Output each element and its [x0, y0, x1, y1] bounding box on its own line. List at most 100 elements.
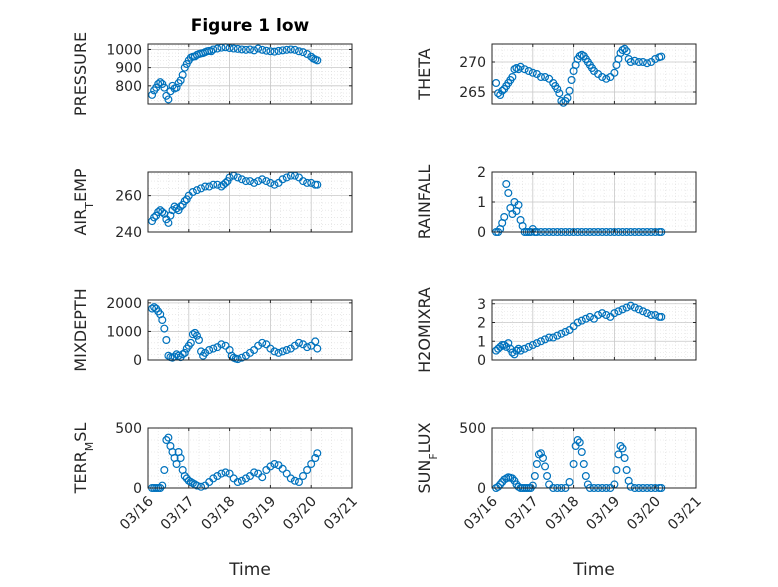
data-point-theta — [520, 65, 529, 74]
axes-box — [491, 299, 697, 361]
data-point-mixdepth — [209, 344, 218, 353]
x-tick-label: 03/18 — [199, 494, 239, 534]
data-point-h2omixra — [541, 335, 550, 344]
data-point-mixdepth — [270, 347, 279, 356]
data-point-theta — [657, 52, 666, 61]
data-point-sun_flux — [620, 454, 629, 463]
data-point-pressure — [282, 45, 291, 54]
y-axis-label-rest: LUX — [415, 422, 434, 453]
x-tick-label: 03/21 — [665, 494, 705, 534]
subplot-terr_msl: 03/16 03/17 03/18 03/19 03/20 03/21 0 500 TERRMS… — [71, 421, 361, 533]
data-point-h2omixra — [602, 311, 611, 320]
data-point-mixdepth — [303, 343, 312, 352]
data-point-terr_msl — [290, 476, 299, 485]
x-tick-label: 03/16 — [461, 493, 501, 533]
data-point-air_temp — [266, 178, 275, 187]
data-point-pressure — [160, 83, 169, 92]
axes-box — [147, 299, 353, 361]
data-point-sun_flux — [538, 454, 547, 463]
data-point-air_temp — [158, 208, 167, 217]
y-axis-label-main: TERR — [71, 451, 90, 494]
data-point-terr_msl — [282, 469, 291, 478]
data-point-sun_flux — [626, 482, 635, 491]
data-point-mixdepth — [164, 351, 173, 360]
data-point-theta — [606, 72, 615, 81]
data-point-pressure — [246, 45, 255, 54]
data-point-terr_msl — [258, 473, 267, 482]
data-point-theta — [494, 89, 503, 98]
data-point-mixdepth — [233, 355, 242, 364]
data-point-air_temp — [241, 177, 250, 186]
subplot-h2omixra: 0 1 2 3 H2OMIXRA — [415, 287, 697, 373]
data-point-terr_msl — [303, 466, 312, 475]
data-point-pressure — [178, 70, 187, 79]
data-point-sun_flux — [541, 462, 550, 471]
data-point-sun_flux — [536, 449, 545, 458]
x-tick-label: 03/20 — [280, 494, 320, 534]
data-point-theta — [598, 72, 607, 81]
data-point-pressure — [213, 44, 222, 53]
data-point-h2omixra — [516, 346, 525, 355]
data-point-terr_msl — [209, 474, 218, 483]
data-point-h2omixra — [638, 307, 647, 316]
y-tick-label: 0 — [477, 353, 486, 369]
data-point-h2omixra — [532, 339, 541, 348]
data-point-terr_msl — [221, 468, 230, 477]
data-point-rainfall — [500, 213, 509, 222]
y-axis-label-rest: SL — [71, 423, 90, 442]
y-axis-label: MIXDEPTH — [71, 288, 90, 371]
data-point-terr_msl — [250, 468, 259, 477]
data-point-mixdepth — [221, 341, 230, 350]
data-point-pressure — [237, 45, 246, 54]
data-point-sun_flux — [508, 474, 517, 483]
y-axis-label-main: SUN — [415, 460, 434, 494]
data-point-mixdepth — [294, 338, 303, 347]
data-point-air_temp — [201, 182, 210, 191]
data-point-pressure — [209, 45, 218, 54]
data-point-h2omixra — [557, 329, 566, 338]
axes-box — [147, 427, 353, 489]
data-point-terr_msl — [172, 460, 181, 469]
data-point-air_temp — [233, 173, 242, 182]
x-tick-label: 03/21 — [321, 494, 361, 534]
data-point-sun_flux — [618, 444, 627, 453]
y-axis-label: TERRMSL — [71, 423, 96, 495]
data-point-air_temp — [209, 180, 218, 189]
x-axis-label-left: Time — [228, 560, 271, 580]
data-point-terr_msl — [176, 454, 185, 463]
data-point-h2omixra — [536, 337, 545, 346]
data-point-h2omixra — [520, 344, 529, 353]
subplot-theta: 265 270 THETA — [415, 43, 697, 107]
data-point-theta — [567, 75, 576, 84]
y-axis-label: RAINFALL — [415, 165, 434, 240]
data-point-rainfall — [502, 180, 511, 189]
data-point-air_temp — [258, 175, 267, 184]
data-point-air_temp — [303, 178, 312, 187]
data-point-rainfall — [504, 189, 513, 198]
y-tick-label: 270 — [459, 55, 486, 71]
y-axis-label: PRESSURE — [71, 32, 90, 116]
data-point-h2omixra — [524, 342, 533, 351]
data-point-terr_msl — [270, 460, 279, 469]
data-point-terr_msl — [217, 469, 226, 478]
data-point-mixdepth — [278, 347, 287, 356]
data-point-sun_flux — [616, 442, 625, 451]
data-point-terr_msl — [213, 472, 222, 481]
data-point-air_temp — [278, 175, 287, 184]
data-point-theta — [563, 93, 572, 102]
x-tick-label: 03/16 — [117, 493, 157, 533]
data-point-pressure — [229, 44, 238, 53]
data-point-theta — [602, 74, 611, 83]
data-point-mixdepth — [282, 346, 291, 355]
data-point-mixdepth — [313, 344, 322, 353]
y-tick-label: 500 — [115, 421, 142, 437]
data-point-sun_flux — [612, 466, 621, 475]
y-tick-label: 2000 — [106, 296, 142, 312]
data-point-air_temp — [205, 182, 214, 191]
data-point-mixdepth — [180, 348, 189, 357]
data-point-sun_flux — [622, 466, 631, 475]
data-point-pressure — [286, 45, 295, 54]
data-point-pressure — [166, 87, 175, 96]
y-tick-label: 0 — [133, 353, 142, 369]
data-point-h2omixra — [573, 318, 582, 327]
